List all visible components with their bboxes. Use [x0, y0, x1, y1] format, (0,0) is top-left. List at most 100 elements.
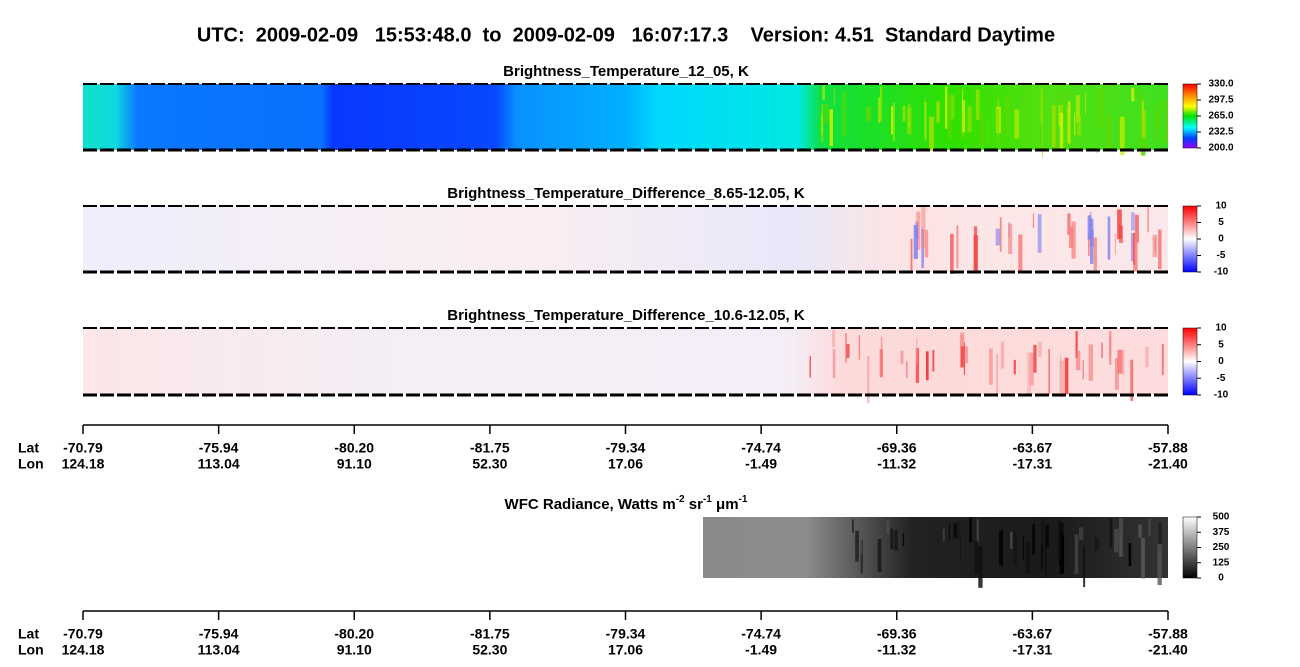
- image-texture: [846, 344, 850, 358]
- image-texture: [852, 519, 854, 533]
- lon-value: 17.06: [608, 642, 643, 658]
- image-texture: [1045, 536, 1047, 578]
- image-texture: [1093, 237, 1097, 271]
- image-texture: [999, 530, 1004, 566]
- image-texture: [821, 104, 824, 143]
- image-texture: [1022, 535, 1024, 560]
- lat-value: -80.20: [334, 440, 374, 456]
- lon-value: 124.18: [62, 642, 105, 658]
- lat-label: Lat: [18, 626, 39, 642]
- image-texture: [1075, 95, 1080, 123]
- image-texture: [1106, 114, 1112, 150]
- image-texture: [974, 541, 978, 575]
- image-texture: [1008, 223, 1013, 255]
- colorbar-label: 250: [1213, 542, 1230, 553]
- image-texture: [1051, 104, 1056, 148]
- image-texture: [1109, 330, 1112, 365]
- image-texture: [1132, 232, 1135, 265]
- lon-value: -21.40: [1148, 642, 1188, 658]
- colorbar-label: 265.0: [1208, 111, 1233, 122]
- title-part: WFC Radiance, Watts m: [505, 496, 676, 513]
- image-texture: [916, 211, 921, 250]
- image-texture: [960, 334, 964, 368]
- image-texture: [877, 539, 882, 573]
- lon-value: 91.10: [337, 642, 372, 658]
- image-texture: [950, 233, 954, 275]
- lat-value: -69.36: [877, 440, 917, 456]
- image-texture: [1074, 534, 1079, 574]
- image-texture: [1088, 235, 1090, 256]
- image-texture: [1085, 93, 1087, 115]
- lon-value: -21.40: [1148, 456, 1188, 472]
- colorbar-label: 5: [1218, 339, 1224, 350]
- image-texture: [1107, 216, 1111, 260]
- image-texture: [979, 112, 984, 147]
- image-texture: [925, 351, 929, 381]
- lat-value: -69.36: [877, 626, 917, 642]
- image-texture: [845, 333, 847, 363]
- colorbar-label: 10: [1215, 201, 1227, 212]
- image-texture: [913, 225, 918, 259]
- image-texture: [1009, 531, 1013, 549]
- colorbar-label: 0: [1218, 356, 1224, 367]
- image-texture: [878, 97, 881, 123]
- image-texture: [1117, 349, 1123, 374]
- lat-value: -79.34: [606, 440, 646, 456]
- image-texture: [973, 226, 978, 271]
- lon-value: -17.31: [1013, 642, 1053, 658]
- image-texture: [924, 229, 929, 258]
- image-texture: [1066, 107, 1068, 143]
- image-texture: [1071, 221, 1076, 259]
- image-texture: [1096, 112, 1099, 154]
- lat-label: Lat: [18, 440, 39, 456]
- image-texture: [1082, 359, 1084, 380]
- image-texture: [1048, 349, 1051, 394]
- image-texture: [996, 354, 999, 395]
- lat-value: -81.75: [470, 440, 510, 456]
- image-texture: [1152, 234, 1158, 258]
- lon-value: 113.04: [198, 642, 240, 658]
- lat-value: -79.34: [606, 626, 646, 642]
- colorbar-label: -5: [1217, 373, 1226, 384]
- image-texture: [1114, 358, 1119, 390]
- image-texture: [1121, 349, 1125, 375]
- lon-value: -11.32: [877, 642, 916, 658]
- image-texture: [1157, 102, 1161, 125]
- lon-value: 52.30: [472, 456, 507, 472]
- image-texture: [1083, 545, 1086, 588]
- image-texture: [1154, 110, 1159, 143]
- image-texture: [829, 109, 833, 147]
- image-texture: [1088, 344, 1094, 381]
- image-texture: [987, 116, 989, 144]
- image-texture: [1139, 90, 1144, 109]
- image-texture: [1000, 341, 1005, 369]
- image-texture: [1041, 114, 1044, 158]
- image-texture: [842, 91, 847, 137]
- image-texture: [1117, 209, 1122, 240]
- colorbar: [1182, 83, 1198, 149]
- image-texture: [906, 108, 912, 135]
- colorbar-label: 500: [1213, 512, 1230, 523]
- lon-value: -11.32: [877, 456, 916, 472]
- image-texture: [929, 116, 935, 151]
- image-texture: [1069, 226, 1074, 248]
- image-texture: [1158, 521, 1162, 554]
- image-texture: [1145, 347, 1149, 368]
- image-texture: [886, 520, 890, 535]
- image-texture: [1161, 343, 1164, 375]
- main-title: UTC: 2009-02-09 15:53:48.0 to 2009-02-09…: [197, 24, 1055, 46]
- image-texture: [976, 519, 979, 543]
- image-texture: [1037, 214, 1042, 253]
- colorbar-label: 375: [1213, 527, 1230, 538]
- image-texture: [1029, 352, 1034, 386]
- lon-value: 113.04: [198, 456, 240, 472]
- image-texture: [995, 228, 1001, 246]
- image-texture: [950, 95, 955, 120]
- image-texture: [916, 337, 918, 364]
- image-texture: [1041, 543, 1043, 570]
- image-texture: [822, 84, 825, 101]
- image-texture: [906, 361, 908, 379]
- superscript: -2: [676, 494, 685, 505]
- image-texture: [1109, 518, 1113, 549]
- image-texture: [1094, 537, 1100, 551]
